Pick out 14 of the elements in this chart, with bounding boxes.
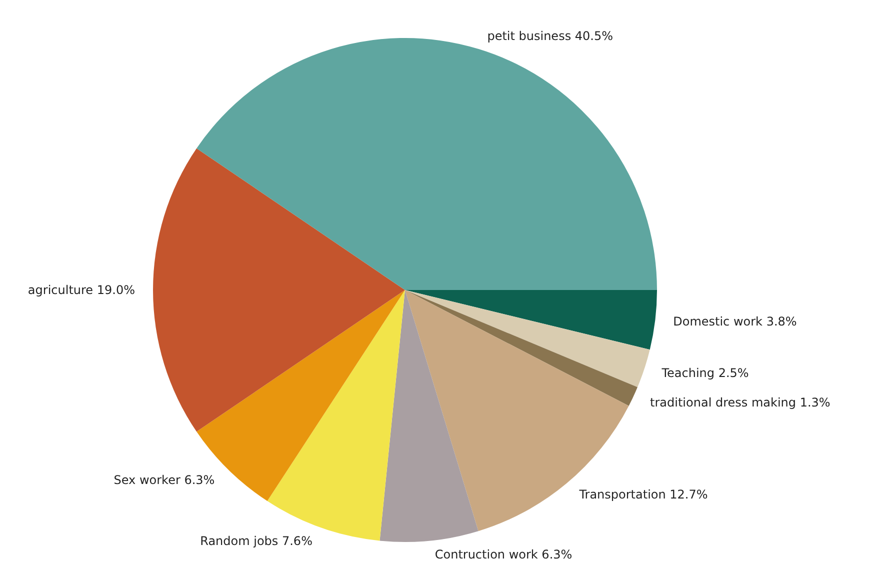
slice-label: traditional dress making 1.3% [650,396,830,410]
slice-label: Domestic work 3.8% [673,314,797,329]
pie-slice [153,148,405,432]
slice-label: Sex worker 6.3% [114,472,215,487]
slice-label: Contruction work 6.3% [434,548,572,562]
pie-slice [405,290,657,350]
slice-label: Teaching 2.5% [660,366,749,380]
pie-slice [405,290,650,388]
slice-label: Random jobs 7.6% [200,534,312,548]
pie-slice [380,290,478,542]
slice-label: agriculture 19.0% [28,283,135,297]
pie-slice [405,290,638,406]
slice-label: Transportation 12.7% [578,487,708,502]
slice-label: petit business 40.5% [487,28,614,43]
